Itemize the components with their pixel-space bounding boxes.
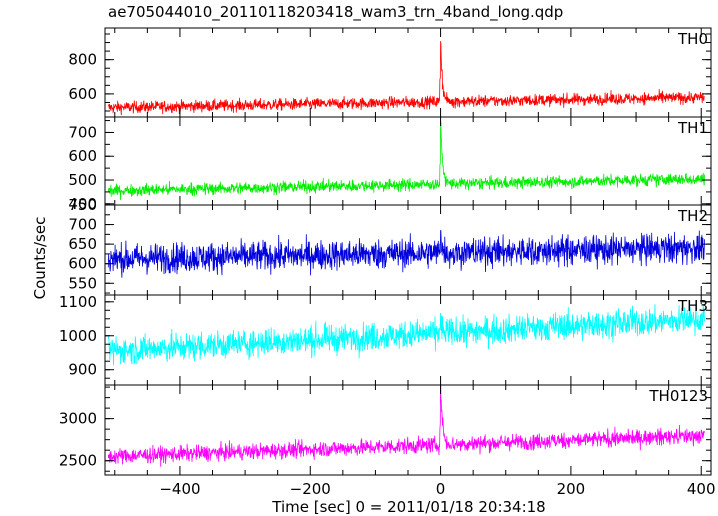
series-line-th1: [107, 120, 705, 201]
y-tick-label: 600: [68, 255, 97, 273]
panel-label-th0123: TH0123: [648, 387, 708, 405]
y-tick-label: 1000: [59, 327, 97, 345]
y-tick-label: 750: [68, 196, 97, 214]
y-tick-label: 500: [68, 171, 97, 189]
panel-label-th0: TH0: [677, 30, 708, 48]
panel-th3: 900 1000 1100 TH3: [59, 293, 712, 386]
panel-th0123: 2500 3000 TH0123: [59, 384, 712, 476]
panel-th1: 400 500 600 700 TH1: [68, 116, 712, 213]
panel-th0: 600 800 TH0: [68, 27, 712, 118]
x-tick-label: 0: [436, 480, 446, 498]
y-tick-label: 600: [68, 147, 97, 165]
y-tick-label: 3000: [59, 410, 97, 428]
panel-label-th1: TH1: [677, 119, 708, 137]
y-tick-label: 650: [68, 235, 97, 253]
y-tick-label: 600: [68, 85, 97, 103]
y-tick-label: 550: [68, 274, 97, 292]
chart-title: ae705044010_20110118203418_wam3_trn_4ban…: [108, 3, 563, 22]
x-tick-label: 200: [557, 480, 586, 498]
y-tick-label: 800: [68, 51, 97, 69]
series-line-th2: [107, 229, 705, 278]
x-axis-label: Time [sec] 0 = 2011/01/18 20:34:18: [271, 498, 545, 516]
series-line-th0: [107, 41, 705, 116]
panel-label-th3: TH3: [677, 297, 708, 315]
x-tick-label: −200: [290, 480, 331, 498]
y-tick-label: 900: [68, 361, 97, 379]
panel-frame: [104, 384, 712, 476]
y-tick-label: 700: [68, 123, 97, 141]
x-tick-label: 400: [687, 480, 716, 498]
panel-label-th2: TH2: [677, 207, 708, 225]
y-tick-label: 700: [68, 216, 97, 234]
x-tick-label: −400: [159, 480, 200, 498]
y-tick-label: 2500: [59, 452, 97, 470]
panel-frame: [104, 294, 712, 386]
series-line-th0123: [107, 385, 705, 467]
y-axis-label: Counts/sec: [31, 217, 49, 300]
series-line-th3: [107, 302, 705, 366]
y-tick-label: 400: [68, 195, 97, 213]
y-tick-label: 1100: [59, 293, 97, 311]
